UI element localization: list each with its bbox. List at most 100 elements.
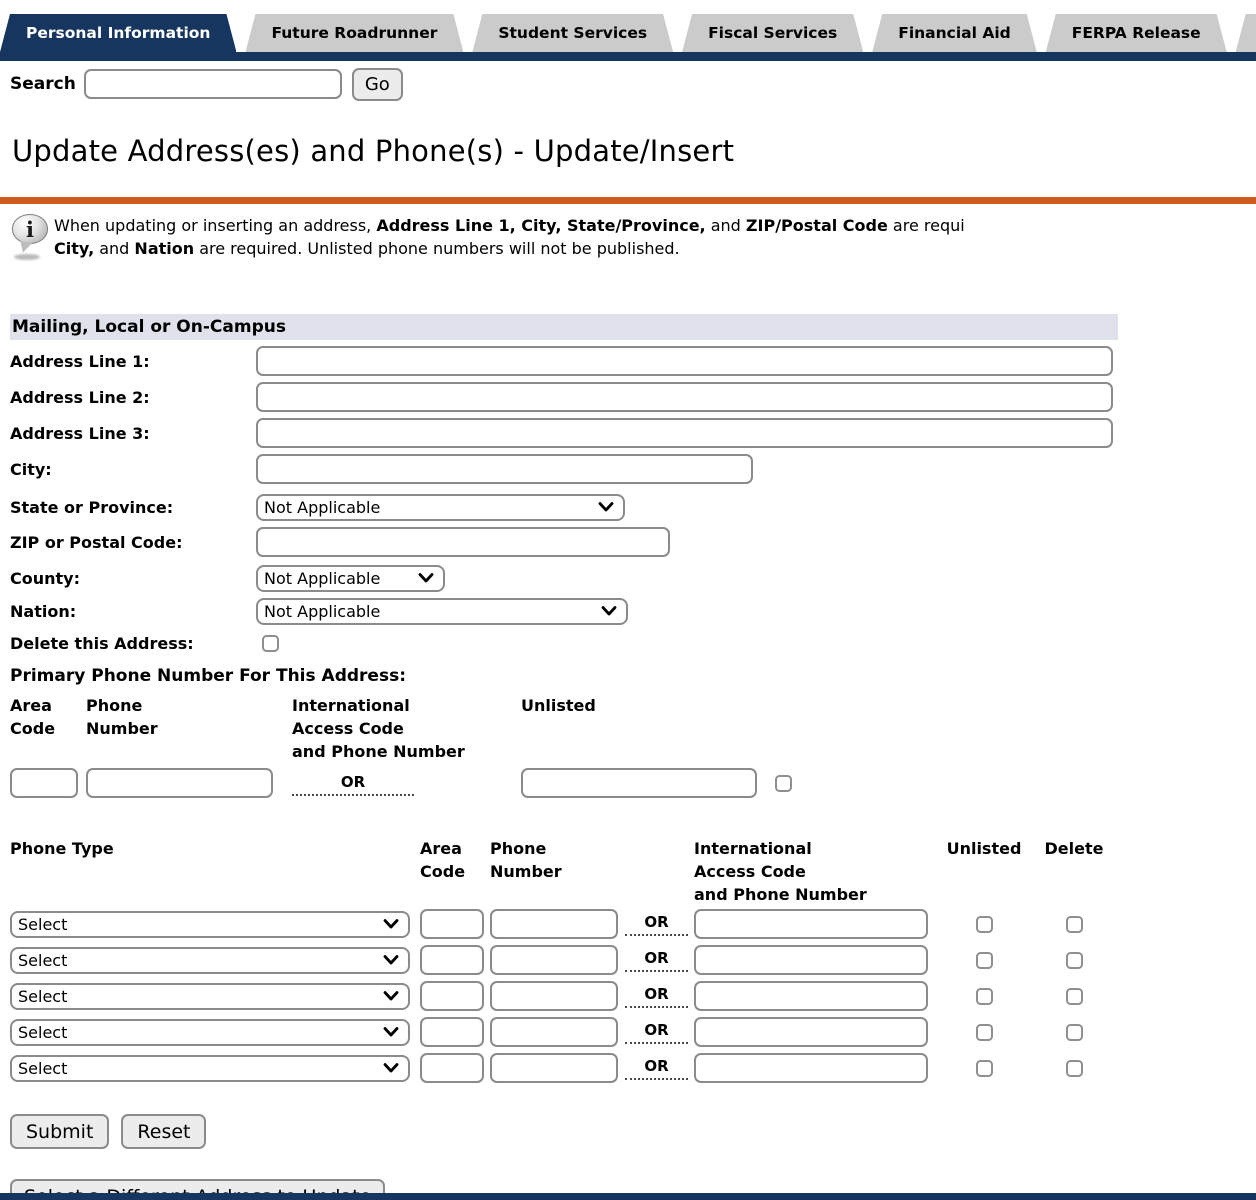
unlisted-checkbox-1[interactable] (975, 915, 993, 933)
nation-label: Nation: (10, 601, 77, 621)
delete-header: Delete (1044, 839, 1104, 858)
area-code-input-3[interactable] (420, 981, 484, 1011)
delete-checkbox-2[interactable] (1065, 951, 1083, 969)
intl-input-5[interactable] (694, 1053, 928, 1083)
primary-phone-number-input[interactable] (86, 768, 273, 798)
or-label: OR (625, 1021, 688, 1044)
primary-area-code-input[interactable] (10, 768, 78, 798)
address-section-header: Mailing, Local or On-Campus (10, 314, 1118, 340)
unlisted-checkbox-3[interactable] (975, 987, 993, 1005)
area-code-input-4[interactable] (420, 1017, 484, 1047)
address-line-2-label: Address Line 2: (10, 387, 150, 407)
chevron-down-icon (383, 991, 399, 1001)
chevron-down-icon (383, 919, 399, 929)
tab-student-services[interactable]: Student Services (472, 14, 673, 52)
primary-intl-header: International Access Code and Phone Numb… (292, 696, 465, 761)
or-label: OR (625, 1057, 688, 1080)
phone-number-input-2[interactable] (490, 945, 618, 975)
primary-phone-number-header: Phone Number (86, 696, 158, 738)
intl-input-2[interactable] (694, 945, 928, 975)
intl-input-3[interactable] (694, 981, 928, 1011)
primary-intl-input[interactable] (521, 768, 757, 798)
area-code-input-2[interactable] (420, 945, 484, 975)
phone-type-header: Phone Type (10, 839, 114, 858)
phone-type-select-2[interactable]: Select (10, 946, 410, 974)
city-label: City: (10, 459, 52, 479)
footer-bar (0, 1193, 1256, 1200)
action-buttons: Submit Reset (10, 1114, 1118, 1149)
tab-personal-information[interactable]: Personal Information (0, 14, 236, 52)
info-line-2: City, and Nation are required. Unlisted … (54, 239, 680, 258)
page-title: Update Address(es) and Phone(s) - Update… (12, 134, 735, 168)
unlisted-checkbox-5[interactable] (975, 1059, 993, 1077)
address-line-3-label: Address Line 3: (10, 423, 150, 443)
phone-number-header: Phone Number (490, 839, 562, 881)
phone-row: Select OR (10, 942, 1118, 978)
city-input[interactable] (256, 454, 753, 484)
tab-ferpa-release[interactable]: FERPA Release (1046, 14, 1227, 52)
phone-number-input-4[interactable] (490, 1017, 618, 1047)
delete-checkbox-4[interactable] (1065, 1023, 1083, 1041)
phone-number-input-1[interactable] (490, 909, 618, 939)
area-code-header: Area Code (420, 839, 466, 881)
phone-table-header-row: Phone Type Area Code Phone Number Intern… (10, 837, 1118, 906)
intl-input-4[interactable] (694, 1017, 928, 1047)
info-line-1: When updating or inserting an address, A… (54, 216, 965, 235)
delete-checkbox-1[interactable] (1065, 915, 1083, 933)
info-message: i When updating or inserting an address,… (10, 212, 1256, 260)
search-input[interactable] (83, 69, 342, 99)
primary-unlisted-checkbox[interactable] (775, 774, 792, 792)
delete-address-checkbox[interactable] (262, 634, 279, 652)
delete-checkbox-5[interactable] (1065, 1059, 1083, 1077)
info-icon: i (10, 212, 54, 260)
county-select[interactable]: Not Applicable (256, 564, 445, 592)
phone-number-input-5[interactable] (490, 1053, 618, 1083)
intl-input-1[interactable] (694, 909, 928, 939)
search-go-button[interactable]: Go (351, 67, 403, 101)
unlisted-checkbox-2[interactable] (975, 951, 993, 969)
primary-phone-header-row: Area Code Phone Number International Acc… (10, 694, 1118, 763)
chevron-down-icon (383, 955, 399, 965)
phone-row: Select OR (10, 978, 1118, 1014)
tab-fiscal-services[interactable]: Fiscal Services (682, 14, 863, 52)
phone-type-select-5[interactable]: Select (10, 1054, 410, 1082)
tab-future-roadrunner[interactable]: Future Roadrunner (245, 14, 463, 52)
info-text: When updating or inserting an address, A… (54, 212, 965, 260)
tab-partial-clipped[interactable] (1235, 14, 1256, 52)
address-line-1-input[interactable] (256, 346, 1113, 376)
chevron-down-icon (383, 1063, 399, 1073)
area-code-input-5[interactable] (420, 1053, 484, 1083)
search-label: Search (10, 74, 76, 94)
submit-button[interactable]: Submit (10, 1114, 110, 1149)
chevron-down-icon (383, 1027, 399, 1037)
intl-header: International Access Code and Phone Numb… (694, 839, 867, 904)
primary-area-code-header: Area Code (10, 696, 56, 738)
phone-type-select-3[interactable]: Select (10, 982, 410, 1010)
address-line-2-input[interactable] (256, 382, 1113, 412)
primary-or-label: OR (292, 773, 414, 796)
chevron-down-icon (601, 606, 617, 616)
state-province-select[interactable]: Not Applicable (256, 493, 625, 521)
primary-unlisted-header: Unlisted (521, 696, 596, 715)
zip-postal-input[interactable] (256, 527, 670, 557)
address-line-1-label: Address Line 1: (10, 351, 150, 371)
or-label: OR (625, 913, 688, 936)
area-code-input-1[interactable] (420, 909, 484, 939)
address-form: Mailing, Local or On-Campus Address Line… (10, 314, 1118, 1200)
phone-type-select-4[interactable]: Select (10, 1018, 410, 1046)
phone-row: Select OR (10, 1014, 1118, 1050)
address-line-3-input[interactable] (256, 418, 1113, 448)
county-label: County: (10, 568, 80, 588)
phone-type-select-1[interactable]: Select (10, 910, 410, 938)
tab-financial-aid[interactable]: Financial Aid (872, 14, 1037, 52)
nation-select[interactable]: Not Applicable (256, 597, 628, 625)
unlisted-checkbox-4[interactable] (975, 1023, 993, 1041)
zip-postal-label: ZIP or Postal Code: (10, 532, 183, 552)
delete-checkbox-3[interactable] (1065, 987, 1083, 1005)
tab-underline-bar (0, 52, 1256, 61)
phone-row: Select OR (10, 906, 1118, 942)
phone-number-input-3[interactable] (490, 981, 618, 1011)
reset-button[interactable]: Reset (121, 1114, 207, 1149)
chevron-down-icon (418, 573, 434, 583)
or-label: OR (625, 985, 688, 1008)
